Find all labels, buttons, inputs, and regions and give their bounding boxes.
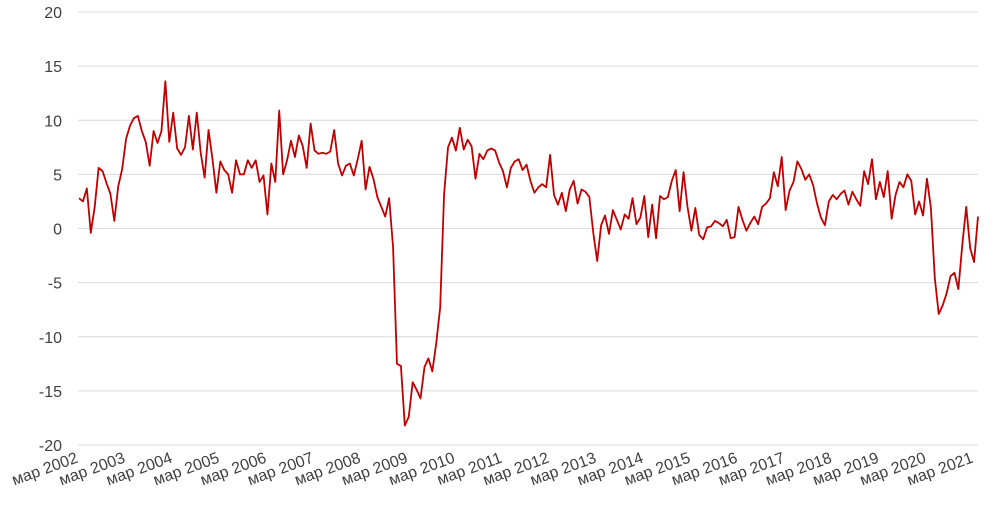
y-tick-label: 5 — [53, 167, 62, 184]
series-layer — [78, 80, 979, 427]
y-tick-label: -5 — [48, 276, 62, 293]
series-line — [78, 80, 979, 427]
y-tick-label: 15 — [44, 59, 62, 76]
y-tick-label: 10 — [44, 113, 62, 130]
y-tick-label: -20 — [39, 438, 62, 455]
y-tick-label: -15 — [39, 384, 62, 401]
y-tick-label: 0 — [53, 222, 62, 239]
y-tick-label: -10 — [39, 330, 62, 347]
gridlines — [78, 11, 978, 446]
y-tick-label: 20 — [44, 5, 62, 22]
y-axis-ticks: 20 15 10 5 0 -5 -10 -15 -20 — [39, 5, 62, 455]
